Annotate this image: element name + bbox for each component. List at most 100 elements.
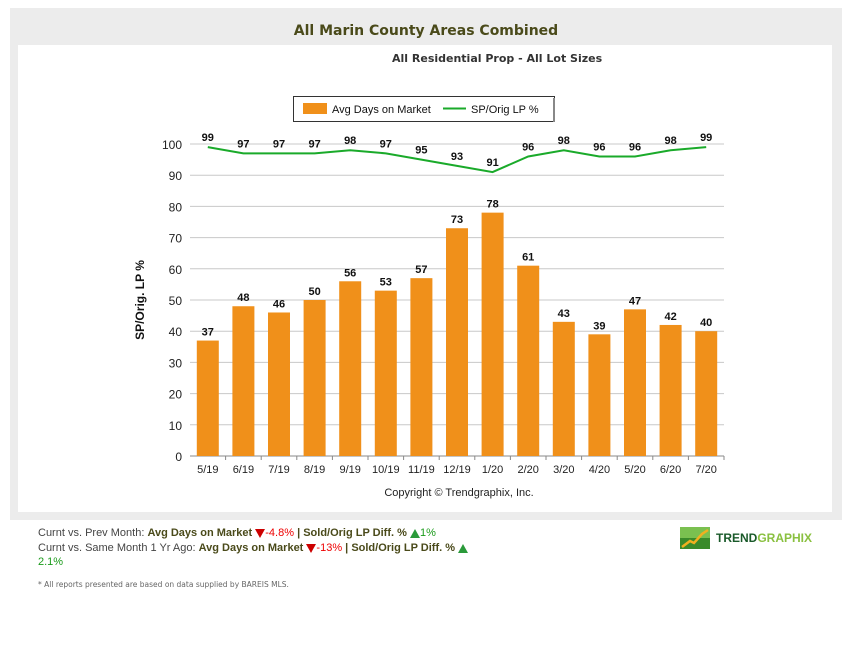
bar: [446, 228, 468, 456]
bar: [410, 278, 433, 456]
x-tick-label: 5/20: [624, 464, 645, 476]
bar: [695, 331, 718, 456]
legend-label-line: SP/Orig LP %: [471, 104, 539, 116]
x-tick-label: 2/20: [517, 464, 538, 476]
bar-data-label: 43: [558, 308, 570, 320]
line-data-label: 98: [344, 135, 356, 147]
row-label: Curnt vs. Same Month 1 Yr Ago:: [38, 542, 196, 554]
y-tick-label: 40: [169, 325, 183, 339]
y-tick-label: 80: [169, 200, 183, 214]
y-tick-label: 30: [169, 356, 183, 370]
chart: 0 10 20 30 40 50 60 70 80 90 100 5/19 37 99 6/19 48 97 7/…: [133, 96, 725, 499]
bar-data-label: 42: [664, 311, 676, 323]
logo-text-trend: TREND: [716, 531, 758, 545]
sp-change: 1%: [419, 527, 436, 539]
up-arrow-icon: [458, 543, 469, 553]
y-tick-label: 60: [169, 263, 183, 277]
y-tick-label: 0: [175, 450, 182, 464]
x-tick-label: 1/20: [482, 464, 503, 476]
logo-chart-icon: [680, 527, 710, 549]
line-data-label: 96: [629, 141, 641, 153]
report-subtitle: All Residential Prop - All Lot Sizes: [392, 52, 603, 65]
x-tick-label: 7/19: [268, 464, 289, 476]
x-tick-label: 8/19: [304, 464, 325, 476]
y-tick-label: 100: [162, 138, 182, 152]
line-data-label: 97: [308, 138, 320, 150]
y-tick-label: 70: [169, 232, 183, 246]
y-tick-label: 90: [169, 169, 183, 183]
bar: [517, 265, 540, 456]
bar: [552, 321, 575, 456]
x-tick-label: 11/19: [408, 464, 435, 476]
bar: [196, 340, 219, 456]
line-data-label: 97: [273, 138, 285, 150]
bar: [481, 212, 504, 456]
dom-change: -4.8%: [265, 527, 294, 539]
legend-label-bar: Avg Days on Market: [332, 104, 431, 116]
separator: |: [345, 542, 349, 554]
trendgraphix-logo: TRENDGRAPHIX: [680, 527, 812, 549]
bar-data-label: 39: [593, 320, 605, 332]
sp-label: Sold/Orig LP Diff. %: [303, 527, 407, 539]
bar-data-label: 57: [415, 264, 427, 276]
bar-data-label: 37: [202, 327, 214, 339]
bar: [303, 300, 326, 456]
bar-data-label: 73: [451, 214, 463, 226]
bar-data-label: 56: [344, 267, 356, 279]
line-data-label: 97: [380, 138, 392, 150]
bar: [268, 312, 290, 456]
dom-label: Avg Days on Market: [198, 542, 304, 554]
bar-data-label: 50: [308, 286, 320, 298]
sp-change: 2.1%: [38, 556, 64, 568]
y-tick-label: 10: [169, 419, 183, 433]
sp-label: Sold/Orig LP Diff. %: [351, 542, 456, 554]
line-data-label: 99: [700, 132, 712, 144]
bar-data-label: 78: [486, 199, 498, 211]
line-data-label: 99: [202, 132, 214, 144]
x-tick-label: 7/20: [695, 464, 716, 476]
legend-swatch-bar: [303, 103, 327, 114]
bar-data-label: 46: [273, 298, 285, 310]
y-tick-label: 50: [169, 294, 183, 308]
x-tick-label: 4/20: [589, 464, 610, 476]
line-data-label: 95: [415, 145, 427, 157]
x-tick-label: 12/19: [443, 464, 471, 476]
bar-data-label: 61: [522, 252, 534, 264]
down-arrow-icon: [255, 528, 266, 538]
x-tick-label: 6/20: [660, 464, 681, 476]
y-axis-label: SP/Orig. LP %: [133, 260, 147, 340]
line-data-label: 96: [593, 141, 605, 153]
separator: |: [297, 527, 301, 539]
y-tick-label: 20: [169, 388, 183, 402]
line-data-label: 93: [451, 151, 463, 163]
line-data-label: 97: [237, 138, 249, 150]
bar-data-label: 40: [700, 317, 712, 329]
bar-data-label: 47: [629, 295, 641, 307]
bar: [232, 306, 255, 456]
row-label: Curnt vs. Prev Month:: [38, 527, 145, 539]
bar: [659, 324, 682, 456]
x-tick-label: 9/19: [339, 464, 360, 476]
x-tick-label: 6/19: [233, 464, 254, 476]
line-data-label: 91: [486, 157, 498, 169]
line-series-sp-orig-lp: [207, 146, 707, 174]
x-tick-label: 5/19: [197, 464, 218, 476]
x-tick-label: 3/20: [553, 464, 574, 476]
x-tick-label: 10/19: [372, 464, 400, 476]
line-data-label: 96: [522, 141, 534, 153]
dom-label: Avg Days on Market: [147, 527, 253, 539]
footer-row-year-ago: Curnt vs. Same Month 1 Yr Ago: Avg Days …: [38, 541, 538, 569]
copyright: Copyright © Trendgraphix, Inc.: [384, 487, 533, 499]
bar: [339, 281, 362, 456]
data-source-note: * All reports presented are based on dat…: [38, 580, 289, 589]
dom-change: -13%: [316, 542, 343, 554]
line-data-label: 98: [558, 135, 570, 147]
bar: [374, 290, 397, 456]
bar: [588, 334, 611, 456]
bar: [624, 309, 646, 456]
footer-row-prev-month: Curnt vs. Prev Month: Avg Days on Market…: [38, 527, 436, 539]
bar-data-label: 53: [380, 277, 392, 289]
down-arrow-icon: [306, 543, 317, 553]
logo-text-graphix: GRAPHIX: [757, 531, 813, 545]
line-data-label: 98: [664, 135, 676, 147]
